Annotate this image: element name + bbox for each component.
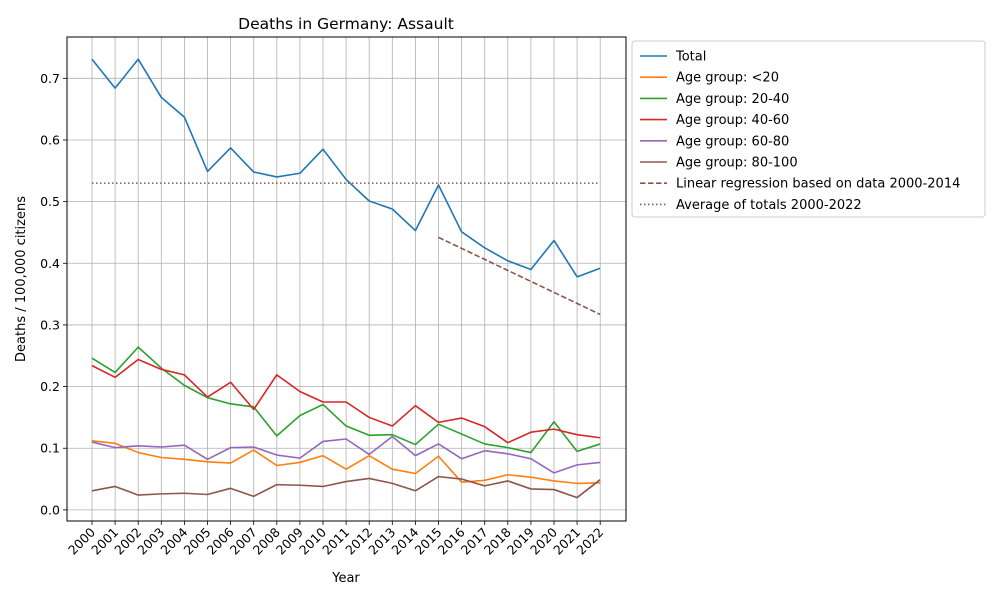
legend-label-3: Age group: 40-60 <box>676 113 789 128</box>
series-line-1 <box>91 440 601 485</box>
legend-label-0: Total <box>675 50 706 65</box>
grid <box>67 37 626 521</box>
legend-label-5: Age group: 80-100 <box>676 156 798 171</box>
y-tick-label-6: 0.6 <box>40 132 60 147</box>
x-axis-label: Year <box>331 571 360 586</box>
y-tick-label-0: 0.0 <box>40 502 60 517</box>
y-tick-label-1: 0.1 <box>40 441 60 456</box>
series-line-6 <box>438 236 601 316</box>
y-tick-label-7: 0.7 <box>40 71 60 86</box>
legend-label-7: Average of totals 2000-2022 <box>676 198 862 213</box>
legend-box <box>631 40 986 218</box>
series-lines <box>91 58 601 499</box>
series-line-0 <box>91 58 601 278</box>
legend-label-2: Age group: 20-40 <box>676 92 789 107</box>
series-line-3 <box>91 358 601 444</box>
series-line-4 <box>91 435 601 474</box>
y-tick-label-4: 0.4 <box>40 256 60 271</box>
y-axis-label: Deaths / 100,000 citizens <box>14 196 29 362</box>
legend-label-4: Age group: 60-80 <box>676 134 789 149</box>
y-tick-label-5: 0.5 <box>40 194 60 209</box>
series-line-2 <box>91 346 601 454</box>
y-tick-label-2: 0.2 <box>40 379 60 394</box>
series-line-5 <box>91 475 601 499</box>
chart-title: Deaths in Germany: Assault <box>238 15 454 33</box>
y-tick-label-3: 0.3 <box>40 317 60 332</box>
legend-label-6: Linear regression based on data 2000-201… <box>676 177 960 192</box>
legend: Total Age group: <20 Age group: 20-40 Age g… <box>631 40 986 218</box>
legend-label-1: Age group: <20 <box>676 71 779 86</box>
